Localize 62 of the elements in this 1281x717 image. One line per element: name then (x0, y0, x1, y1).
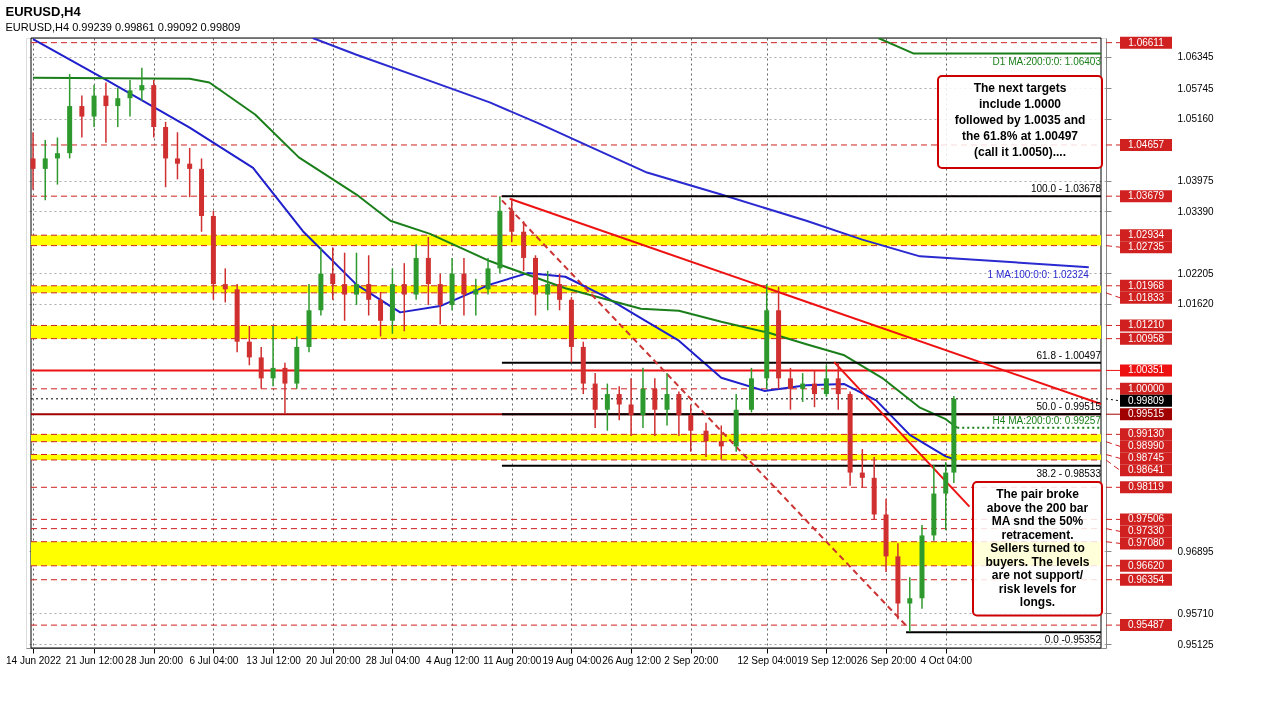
series-label: 38.2 - 0.98533 (1036, 467, 1102, 479)
series-label: 100.0 - 1.03678 (1030, 183, 1102, 195)
x-tick-label: 19 Sep 12:00 (797, 654, 858, 666)
ref-line-label: 0.98990 (1127, 440, 1165, 452)
x-tick-label: 6 Jul 04:00 (189, 654, 239, 666)
x-tick-label: 26 Sep 20:00 (856, 654, 917, 666)
ref-line-label: 1.01968 (1127, 279, 1165, 291)
x-tick-label: 21 Jun 12:00 (65, 654, 124, 666)
ref-line-label: 0.95487 (1127, 619, 1165, 631)
x-tick-label: 28 Jun 20:00 (125, 654, 184, 666)
y-tick-label: 1.05160 (1177, 113, 1215, 125)
ref-line-label: 1.04657 (1127, 138, 1165, 150)
legend-label: 0.98641 (1127, 464, 1165, 476)
x-tick-label: 28 Jul 04:00 (365, 654, 421, 666)
ref-line-label: 0.99809 (1127, 394, 1165, 406)
ref-line-label: 1.00351 (1127, 364, 1165, 376)
ref-line-label: 0.99515 (1127, 408, 1165, 420)
x-tick-label: 26 Aug 12:00 (602, 654, 662, 666)
ref-line-label: 1.01833 (1127, 291, 1165, 303)
y-tick-label: 1.03975 (1177, 175, 1215, 187)
chart-title: EURUSD,H4 (5, 3, 82, 19)
y-tick-label: 0.95710 (1177, 607, 1215, 619)
x-tick-label: 2 Sep 20:00 (664, 654, 719, 666)
x-tick-label: 11 Aug 20:00 (483, 654, 542, 666)
series-label: 50.0 - 0.99515 (1036, 401, 1102, 413)
y-tick-label: 1.02205 (1177, 267, 1215, 279)
ref-line-label: 0.97080 (1127, 537, 1165, 549)
y-tick-label: 0.96895 (1177, 545, 1215, 557)
x-tick-label: 13 Jul 12:00 (246, 654, 302, 666)
ref-line-label: 0.97330 (1127, 525, 1165, 537)
ref-line-label: 0.98745 (1127, 452, 1165, 464)
x-tick-label: 20 Jul 20:00 (305, 654, 361, 666)
y-tick-label: 1.03390 (1177, 205, 1215, 217)
ref-line-label: 1.03679 (1127, 190, 1165, 202)
annotation: The next targets include 1.0000 followed by 1.0035 and the 61.8% at 1.00497 (call it 1.0050).... (954, 81, 1086, 159)
ref-line-label: 1.00000 (1127, 382, 1165, 394)
y-tick-label: 1.05745 (1177, 82, 1215, 94)
y-tick-label: 0.95125 (1177, 638, 1215, 650)
series-label: 1 MA:100:0:0: 1.02324 (987, 269, 1090, 281)
x-tick-label: 19 Aug 04:00 (542, 654, 602, 666)
x-tick-label: 4 Aug 12:00 (425, 654, 480, 666)
ref-line-label: 0.96354 (1127, 573, 1165, 585)
ref-line-label: 1.01210 (1127, 319, 1165, 331)
x-tick-label: 14 Jun 2022 (6, 654, 62, 666)
ref-line-label: 1.02934 (1127, 229, 1165, 241)
text: The pair broke above the 200 bar MA snd the 50% retracement. Sellers turned to buyers. The levels are not support/ risk levels for longs. (985, 487, 1090, 609)
x-tick-label: 12 Sep 04:00 (737, 654, 798, 666)
chart-subtitle: EURUSD,H4 0.99239 0.99861 0.99092 0.99809 (5, 20, 241, 33)
ref-line-label: 1.02735 (1127, 241, 1165, 253)
y-tick-label: 1.01620 (1177, 298, 1215, 310)
ref-line-label: 0.99130 (1127, 428, 1165, 440)
series-label: H4 MA:200:0:0: 0.99257 (992, 414, 1102, 426)
series-label: 0.0 -0.95352 (1044, 634, 1102, 646)
ref-line-label: 1.00958 (1127, 332, 1165, 344)
y-tick-label: 1.06345 (1177, 51, 1215, 63)
ref-line-label: 1.06611 (1128, 36, 1165, 48)
x-tick-label: 4 Oct 04:00 (920, 654, 973, 666)
ref-line-label: 0.98119 (1128, 481, 1165, 493)
ref-line-label: 0.97506 (1127, 513, 1165, 525)
series-label: 61.8 - 1.00497 (1036, 349, 1102, 361)
ref-line-label: 0.96620 (1127, 559, 1165, 571)
series-label: D1 MA:200:0:0: 1.06403 (992, 55, 1102, 67)
